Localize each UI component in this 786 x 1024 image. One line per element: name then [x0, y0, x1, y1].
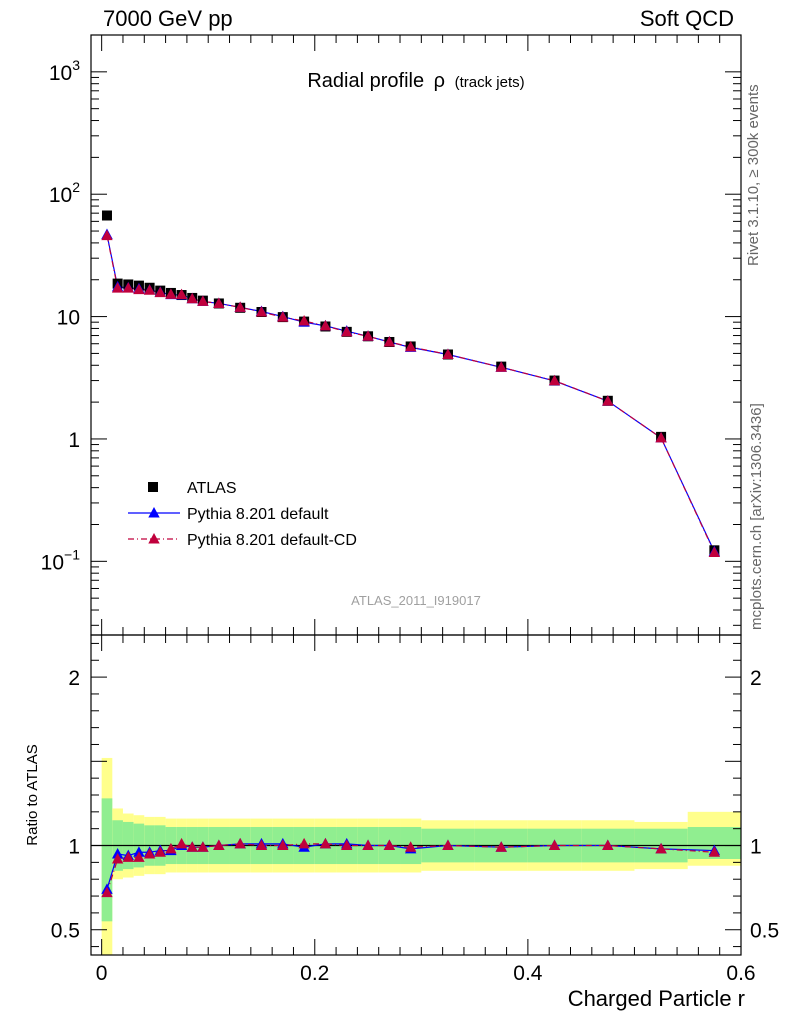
ratio-y-tick-label: 2	[68, 667, 80, 690]
main-y-tick-label: 103	[49, 57, 80, 85]
pythia-cd-point-5	[154, 286, 166, 298]
pythia-cd-point-20	[442, 348, 454, 359]
ratio-y-tick-label: 1	[68, 836, 80, 859]
ratio-cd-point-18	[383, 839, 396, 851]
pythia-cd-point-16	[341, 325, 353, 337]
plot-title-symbol: ρ	[434, 70, 445, 92]
ratio-cd-point-5	[154, 846, 166, 857]
ratio-cd-point-14	[298, 837, 310, 849]
pythia-cd-point-23	[602, 395, 614, 406]
pythia-cd-point-12	[255, 306, 268, 317]
pythia-cd-point-4	[143, 284, 156, 295]
ratio-cd-point-19	[404, 841, 417, 852]
line-pythia-cd	[106, 235, 715, 553]
main-y-tick-label: 1	[68, 429, 80, 452]
plot-title-text: Radial profile	[307, 70, 424, 92]
header-category-label: Soft QCD	[639, 6, 734, 31]
line-pythia-default	[106, 234, 715, 552]
header-energy-label: 7000 GeV pp	[103, 6, 233, 31]
ratio-y-tick-label-right: 0.5	[750, 920, 779, 943]
legend-pythia-default-marker	[148, 507, 160, 518]
pythia-cd-point-17	[362, 330, 374, 341]
pythia-cd-point-9	[197, 295, 209, 306]
ratio-cd-point-11	[234, 837, 246, 849]
pythia-cd-point-13	[277, 311, 289, 322]
legend-atlas-label: ATLAS	[187, 480, 237, 497]
band-inner-0	[101, 798, 113, 922]
pythia-cd-point-24	[655, 431, 667, 443]
atlas-point-0	[101, 210, 112, 221]
ratio-cd-point-17	[362, 839, 374, 851]
ratio-cd-point-16	[341, 839, 353, 851]
pythia-cd-point-6	[165, 288, 177, 299]
main-y-tick-label: 10−1	[41, 546, 81, 574]
ratio-cd-point-3	[133, 851, 145, 862]
ratio-cd-point-0	[101, 886, 113, 898]
ratio-cd-point-1	[111, 853, 124, 864]
ratio-cd-point-24	[655, 842, 667, 854]
ratio-cd-point-23	[602, 839, 614, 851]
main-plot-area	[101, 210, 721, 558]
ratio-cd-point-7	[175, 837, 188, 849]
ratio-cd-point-12	[255, 839, 268, 851]
ratio-x-tick-label: 0.6	[726, 962, 755, 985]
legend-atlas-marker	[148, 482, 158, 492]
legend-pythia-default-label: Pythia 8.201 default	[187, 506, 329, 523]
legend-pythia-cd-marker	[148, 533, 160, 544]
pythia-cd-point-3	[133, 283, 145, 295]
ratio-cd-point-9	[197, 841, 209, 852]
ratio-y-tick-label: 0.5	[51, 920, 80, 943]
pythia-cd-point-11	[234, 301, 246, 312]
pythia-cd-point-18	[383, 335, 396, 347]
ratio-uncertainty-bands	[101, 757, 741, 955]
ratio-cd-point-13	[277, 839, 289, 851]
main-y-tick-label: 102	[49, 179, 80, 207]
ratio-cd-point-2	[122, 851, 134, 862]
legend: ATLAS Pythia 8.201 default Pythia 8.201 de…	[128, 480, 357, 549]
pythia-cd-point-0	[101, 229, 113, 241]
legend-pythia-cd-label: Pythia 8.201 default-CD	[187, 532, 357, 549]
ratio-x-tick-label: 0.2	[300, 962, 329, 985]
pythia-cd-point-19	[404, 340, 417, 352]
ratio-y-tick-label-right: 2	[750, 667, 762, 690]
ratio-plot-area	[101, 837, 721, 898]
pythia-cd-point-7	[175, 288, 188, 300]
ratio-cd-point-22	[548, 839, 561, 851]
ratio-x-tick-label: 0	[96, 962, 108, 985]
pythia-cd-point-10	[213, 297, 225, 308]
pythia-cd-point-1	[111, 282, 124, 293]
main-y-tick-label: 10	[57, 307, 80, 330]
plot-title: Radial profile ρ (track jets)	[307, 70, 524, 92]
analysis-watermark: ATLAS_2011_I919017	[351, 593, 481, 608]
ratio-cd-point-10	[213, 839, 225, 851]
y-axis-label-ratio: Ratio to ATLAS	[24, 744, 41, 845]
pythia-cd-point-21	[495, 361, 507, 372]
pythia-cd-point-2	[122, 282, 134, 293]
ratio-cd-point-21	[495, 841, 507, 852]
ratio-x-tick-label: 0.4	[513, 962, 543, 985]
ratio-cd-point-15	[319, 837, 332, 849]
ratio-cd-point-4	[143, 847, 156, 859]
pythia-cd-point-14	[298, 315, 310, 326]
x-axis-label: Charged Particle r	[568, 986, 745, 1011]
pythia-cd-point-25	[708, 546, 721, 558]
pythia-cd-point-8	[186, 292, 198, 304]
ratio-y-tick-label-right: 1	[750, 836, 762, 859]
plot-title-suffix: (track jets)	[455, 74, 525, 91]
ratio-plot-frame	[90, 634, 742, 956]
ratio-cd-point-6	[165, 842, 177, 854]
pythia-cd-point-15	[319, 319, 332, 331]
pythia-cd-point-22	[548, 374, 561, 386]
ratio-cd-point-8	[186, 841, 198, 852]
ratio-cd-point-20	[442, 839, 454, 851]
ratio-cd-point-25	[708, 846, 721, 857]
